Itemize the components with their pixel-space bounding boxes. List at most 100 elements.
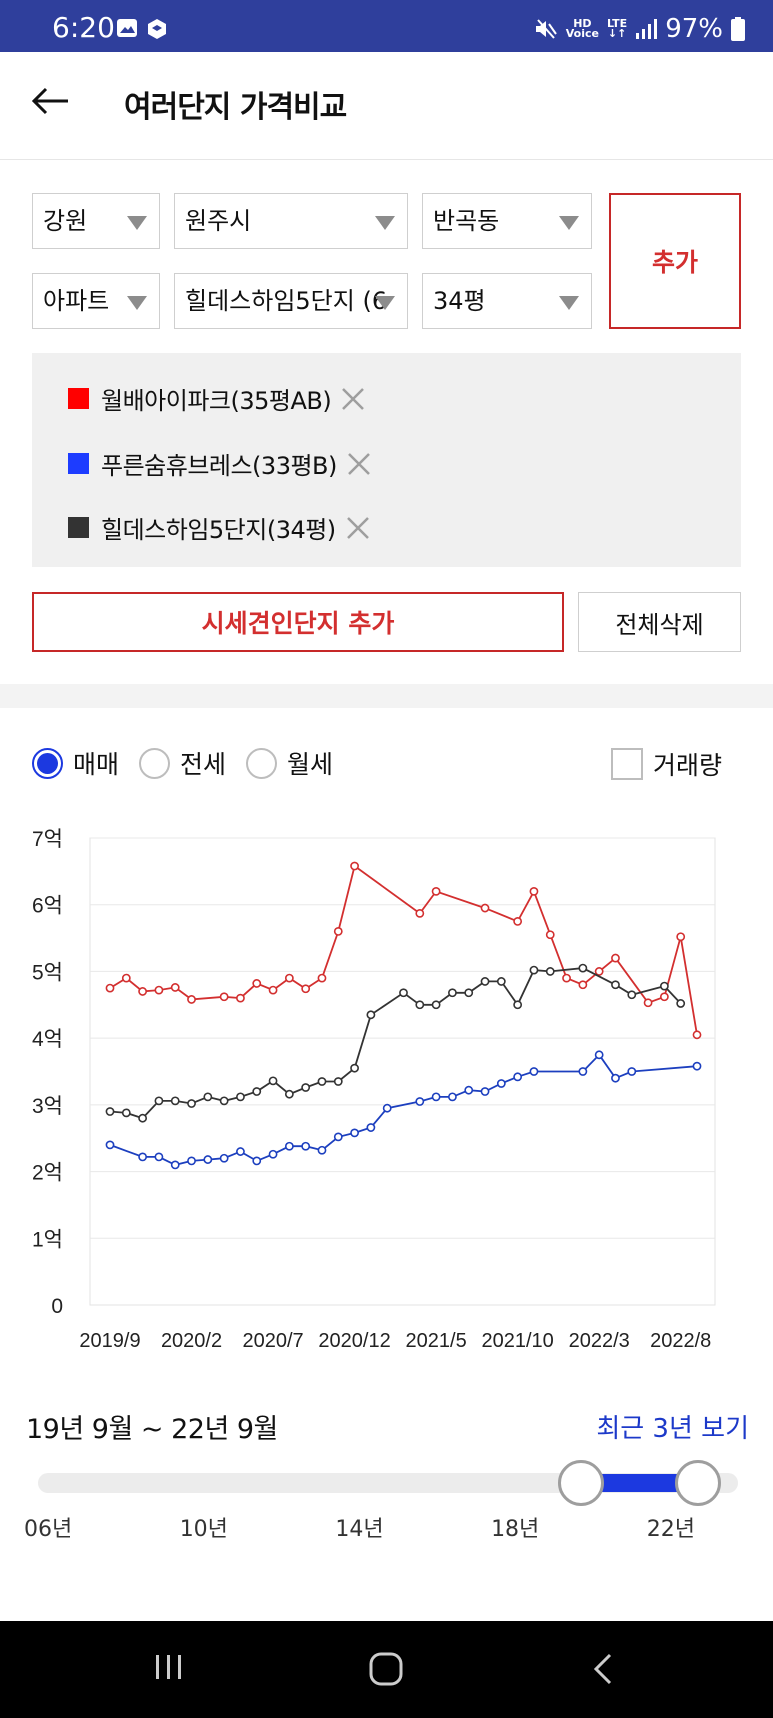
slider-tick-label: 18년 xyxy=(491,1517,540,1542)
plot-area xyxy=(89,837,716,1306)
compare-list: 월배아이파크(35평AB) 푸른숨휴브레스(33평B) 힐데스하임5단지(34평… xyxy=(32,353,741,567)
data-point xyxy=(496,977,506,986)
add-recommended-complex-button[interactable]: 시세견인단지 추가 xyxy=(32,592,564,652)
recent-apps-icon[interactable] xyxy=(152,1651,186,1683)
data-point xyxy=(333,927,343,936)
chevron-down-icon xyxy=(127,296,147,310)
close-icon[interactable] xyxy=(339,385,367,413)
chevron-down-icon xyxy=(375,296,395,310)
compare-item-label: 푸른숨휴브레스(33평B) xyxy=(101,452,337,480)
data-point xyxy=(431,1000,441,1010)
data-point xyxy=(317,1077,327,1086)
data-point xyxy=(105,983,115,993)
legend-swatch-black xyxy=(68,517,89,538)
data-point xyxy=(448,988,457,998)
battery-icon xyxy=(731,17,745,41)
data-point xyxy=(692,1030,702,1040)
back-arrow-icon[interactable] xyxy=(30,86,70,116)
back-nav-icon[interactable] xyxy=(590,1651,614,1687)
complex-select[interactable]: 힐데스하임5단지 (6 xyxy=(174,273,408,329)
radio-jeonse[interactable]: 전세 xyxy=(139,745,226,781)
data-point xyxy=(138,987,148,996)
data-point xyxy=(121,973,131,983)
x-tick-label: 2021/5 xyxy=(406,1330,467,1352)
radio-monthly[interactable]: 월세 xyxy=(246,745,333,781)
x-tick-label: 2022/8 xyxy=(650,1330,711,1352)
data-point xyxy=(105,1107,115,1116)
slider-tick-label: 06년 xyxy=(24,1517,73,1542)
status-time: 6:20 xyxy=(52,11,115,44)
data-point xyxy=(611,953,620,963)
data-point xyxy=(415,1097,425,1106)
lte-indicator: LTE ↓↑ xyxy=(606,17,628,40)
x-tick-label: 2020/7 xyxy=(242,1330,303,1352)
close-icon[interactable] xyxy=(344,514,372,542)
y-tick-label: 6억 xyxy=(32,895,63,918)
hd-voice-indicator: HD Voice xyxy=(565,17,599,40)
battery-percent: 97% xyxy=(665,14,723,44)
data-point xyxy=(431,1092,441,1102)
data-point xyxy=(464,1085,474,1095)
chevron-down-icon xyxy=(127,216,147,230)
compare-item: 푸른숨휴브레스(33평B) xyxy=(68,446,373,481)
data-point xyxy=(252,1156,262,1166)
region-select[interactable]: 강원 xyxy=(32,193,160,249)
type-select[interactable]: 아파트 xyxy=(32,273,160,329)
data-point xyxy=(317,1145,327,1155)
size-value: 34평 xyxy=(433,287,486,315)
y-tick-label: 0 xyxy=(51,1295,63,1318)
data-point xyxy=(513,1000,523,1010)
city-select[interactable]: 원주시 xyxy=(174,193,408,249)
range-slider-fill xyxy=(581,1474,698,1492)
data-point xyxy=(627,1067,637,1076)
data-point xyxy=(268,1149,278,1159)
data-point xyxy=(154,1096,164,1106)
data-point xyxy=(464,988,474,998)
data-point xyxy=(448,1092,457,1102)
range-text: 19년 9월 ~ 22년 9월 xyxy=(26,1414,278,1445)
delete-all-button[interactable]: 전체삭제 xyxy=(578,592,741,652)
data-point xyxy=(366,1010,376,1020)
y-tick-label: 7억 xyxy=(32,828,63,851)
checkbox-box xyxy=(611,748,643,780)
data-point xyxy=(480,903,490,913)
page-title: 여러단지 가격비교 xyxy=(124,90,347,125)
data-point xyxy=(415,1000,425,1010)
dong-select[interactable]: 반곡동 xyxy=(422,193,592,249)
data-point xyxy=(496,1079,506,1088)
type-value: 아파트 xyxy=(43,287,110,315)
compare-item-label: 힐데스하임5단지(34평) xyxy=(101,516,336,544)
data-point xyxy=(203,1092,213,1102)
compare-item-label: 월배아이파크(35평AB) xyxy=(101,387,332,415)
data-point xyxy=(236,993,245,1003)
volume-checkbox[interactable]: 거래량 xyxy=(611,746,722,782)
data-point xyxy=(350,861,359,871)
range-slider-end-handle[interactable] xyxy=(675,1460,721,1506)
close-icon[interactable] xyxy=(345,450,373,478)
radio-monthly-label: 월세 xyxy=(287,750,334,779)
data-point xyxy=(594,1050,604,1060)
recent-3-years-link[interactable]: 최근 3년 보기 xyxy=(596,1414,749,1444)
size-select[interactable]: 34평 xyxy=(422,273,592,329)
data-point xyxy=(138,1113,148,1123)
home-icon[interactable] xyxy=(368,1651,404,1687)
data-point xyxy=(219,1153,229,1163)
dong-value: 반곡동 xyxy=(433,207,500,235)
data-point xyxy=(219,1096,229,1106)
radio-jeonse-label: 전세 xyxy=(180,750,227,779)
data-point xyxy=(268,1076,278,1086)
add-button[interactable]: 추가 xyxy=(609,193,741,329)
data-point xyxy=(659,981,669,991)
data-point xyxy=(611,1073,620,1083)
radio-sale[interactable]: 매매 xyxy=(32,745,119,781)
data-point xyxy=(333,1077,343,1086)
data-point xyxy=(105,1140,115,1150)
data-point xyxy=(154,1152,164,1162)
price-chart: 0 1억 2억 3억 4억 5억 6억 7억 2019/9 2020/2 2020/7 2020/12… xyxy=(32,828,716,1352)
data-point xyxy=(513,916,523,926)
data-point xyxy=(399,988,408,998)
radio-circle xyxy=(139,747,170,779)
data-point xyxy=(236,1147,245,1156)
data-point xyxy=(187,1156,196,1166)
range-slider-start-handle[interactable] xyxy=(558,1460,605,1506)
